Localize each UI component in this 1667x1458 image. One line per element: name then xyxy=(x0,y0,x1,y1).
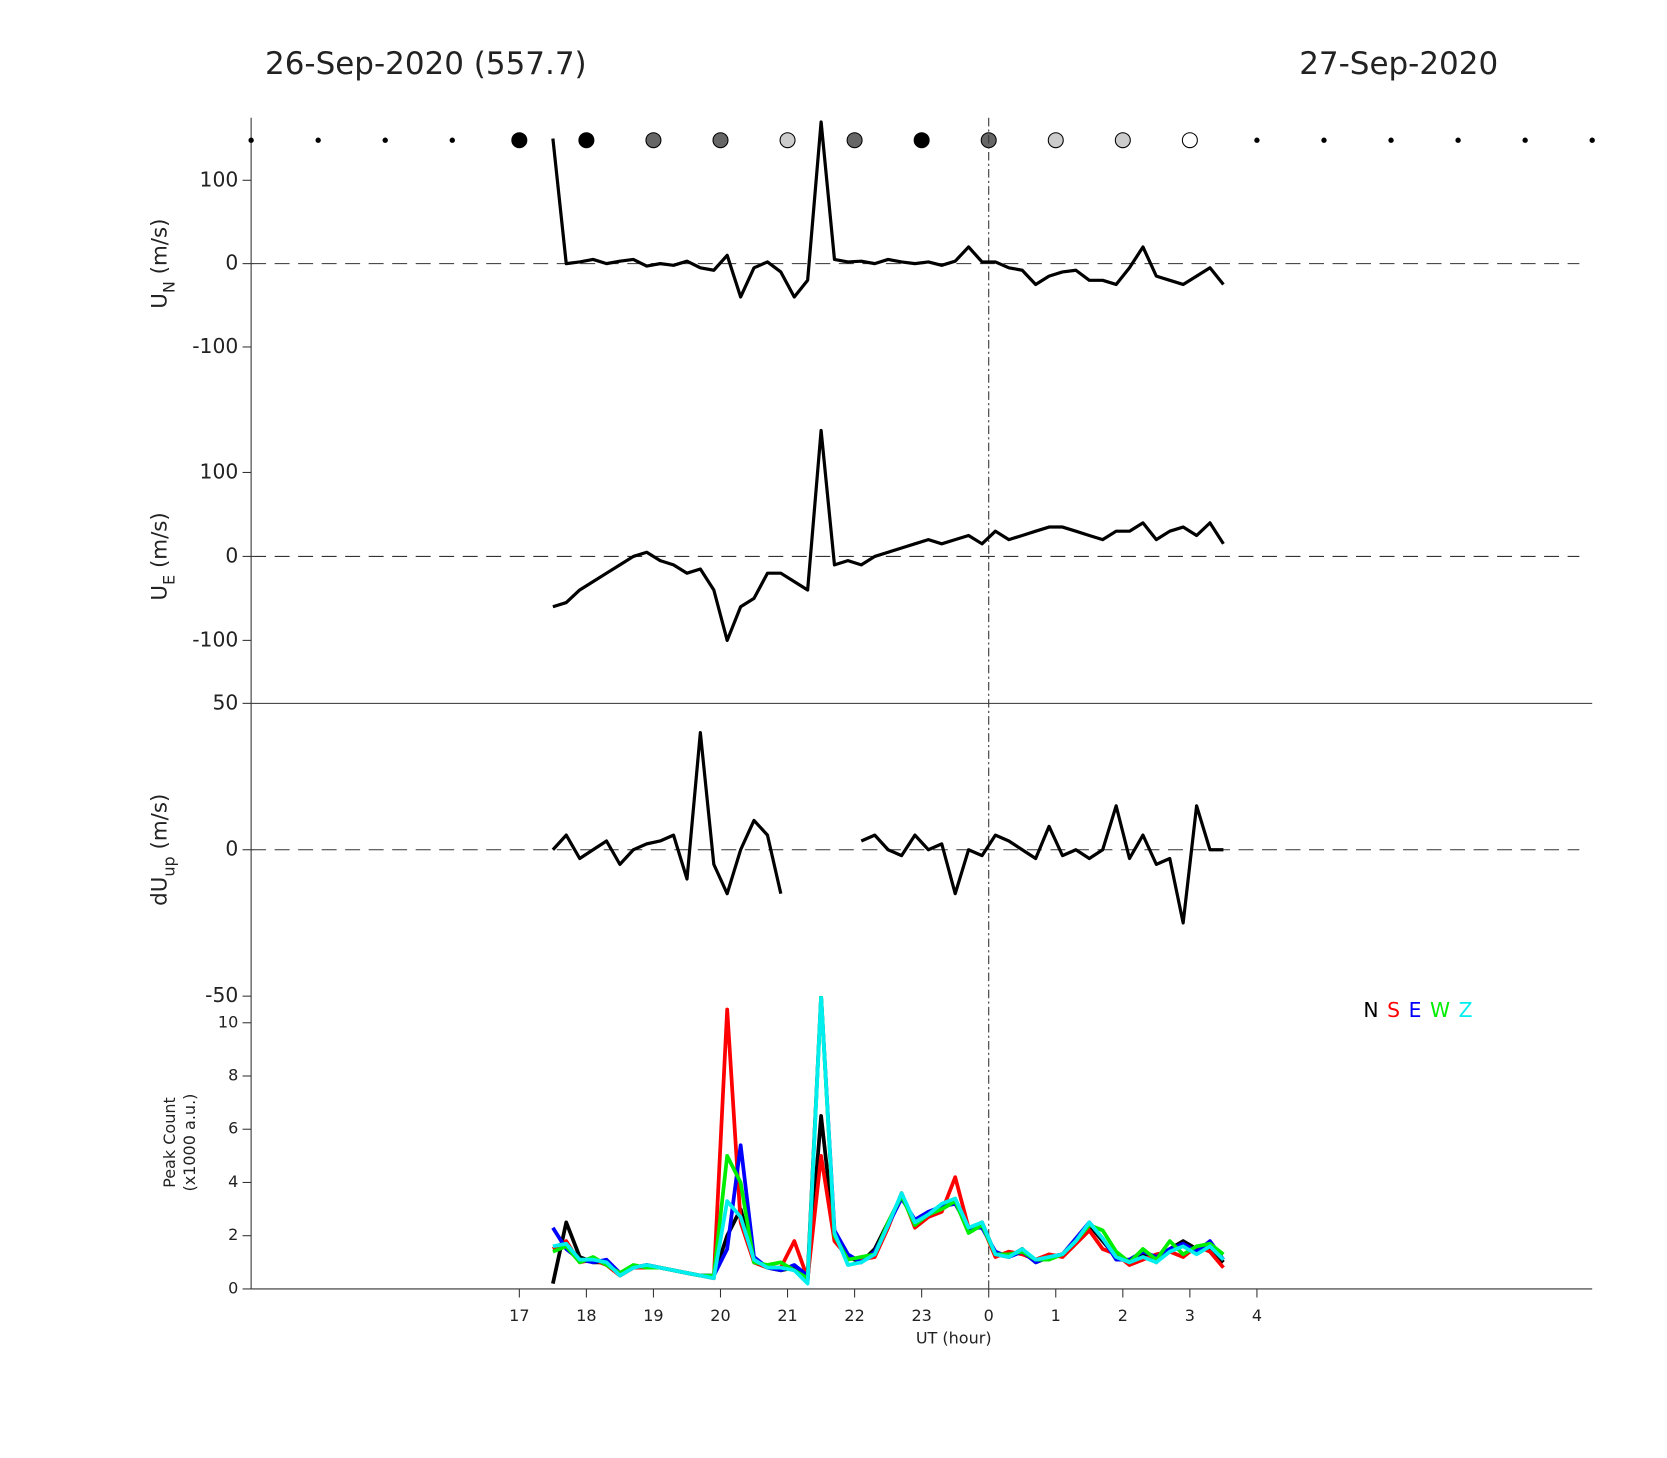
x-tick-label: 21 xyxy=(777,1306,797,1325)
y-tick-label: -50 xyxy=(205,983,238,1007)
y-axis-label: Peak Count(x1000 a.u.) xyxy=(159,1094,198,1192)
y-tick-label: 6 xyxy=(228,1119,238,1138)
data-line xyxy=(551,731,1224,925)
sky-dot xyxy=(1047,132,1064,149)
x-tick-label: 2 xyxy=(1118,1306,1128,1325)
y-label-unit: (m/s) xyxy=(147,794,172,857)
y-label-main: U xyxy=(147,293,172,309)
sky-dot xyxy=(248,137,254,143)
x-tick-label: 23 xyxy=(911,1306,931,1325)
series-group xyxy=(551,996,1225,1286)
x-tick-label: 22 xyxy=(844,1306,864,1325)
data-line xyxy=(552,996,1225,1286)
y-tick-label: 0 xyxy=(225,837,238,861)
data-line xyxy=(552,428,1225,643)
right-title: 27-Sep-2020 xyxy=(1299,46,1498,82)
sky-dot xyxy=(1388,137,1394,143)
y-label-unit: (x1000 a.u.) xyxy=(180,1094,199,1192)
y-tick-label: 4 xyxy=(228,1172,238,1191)
legend-entry: Z xyxy=(1459,998,1473,1022)
y-axis-label: UE (m/s) xyxy=(147,512,178,600)
sky-dot xyxy=(578,132,595,149)
sky-dot xyxy=(1254,137,1260,143)
y-tick-label: -100 xyxy=(192,627,238,651)
sky-dot xyxy=(712,132,729,149)
y-label-sub: up xyxy=(159,856,178,876)
y-label-unit: (m/s) xyxy=(147,219,172,282)
y-tick-label: 10 xyxy=(218,1012,238,1031)
x-tick-label: 19 xyxy=(643,1306,663,1325)
y-label-sub: N xyxy=(159,281,178,293)
legend-entry: S xyxy=(1387,998,1400,1022)
y-label-unit: (m/s) xyxy=(147,512,172,575)
data-line xyxy=(551,120,1225,299)
y-tick-label: 0 xyxy=(228,1278,238,1297)
sky-dot xyxy=(382,137,388,143)
y-tick-label: 50 xyxy=(212,690,238,714)
sky-dot xyxy=(1114,132,1131,149)
sky-dot xyxy=(1181,132,1198,149)
y-tick-label: 0 xyxy=(225,543,238,567)
sky-dot xyxy=(315,137,321,143)
data-line xyxy=(552,996,1225,1281)
x-tick-label: 3 xyxy=(1185,1306,1195,1325)
y-label-main: Peak Count xyxy=(159,1097,178,1188)
series-group xyxy=(552,428,1225,643)
sky-dot xyxy=(1321,137,1327,143)
y-tick-label: 2 xyxy=(228,1225,238,1244)
y-axis-label: dUup (m/s) xyxy=(147,794,178,906)
y-tick-label: 100 xyxy=(200,459,239,483)
left-title: 26-Sep-2020 (557.7) xyxy=(265,46,587,82)
y-label-sub: E xyxy=(159,575,178,585)
sky-dot xyxy=(1455,137,1461,143)
series-group xyxy=(551,731,1224,925)
series-group xyxy=(551,120,1225,299)
x-tick-label: 0 xyxy=(984,1306,994,1325)
y-label-main: dU xyxy=(147,877,172,906)
y-tick-label: 0 xyxy=(225,251,238,275)
sky-dot xyxy=(913,132,930,149)
data-line xyxy=(551,996,1225,1278)
y-axis-label: UN (m/s) xyxy=(147,219,178,309)
sky-dot xyxy=(1522,137,1528,143)
x-tick-label: 17 xyxy=(509,1306,529,1325)
legend-entry: E xyxy=(1409,998,1422,1022)
sky-dot xyxy=(511,132,528,149)
legend-entry: N xyxy=(1363,998,1378,1022)
x-tick-label: 20 xyxy=(710,1306,730,1325)
legend-entry: W xyxy=(1430,998,1450,1022)
y-tick-label: 8 xyxy=(228,1066,238,1085)
x-tick-label: 4 xyxy=(1252,1306,1262,1325)
y-tick-label: 100 xyxy=(200,167,239,191)
y-label-main: U xyxy=(147,585,172,601)
y-tick-label: -100 xyxy=(192,334,238,358)
x-axis-label: UT (hour) xyxy=(916,1329,992,1348)
sky-dot xyxy=(846,132,863,149)
sky-dot xyxy=(645,132,662,149)
sky-dot xyxy=(1589,137,1595,143)
sky-dot xyxy=(779,132,796,149)
x-tick-label: 18 xyxy=(576,1306,596,1325)
data-line xyxy=(551,1007,1225,1281)
sky-dot xyxy=(449,137,455,143)
x-tick-label: 1 xyxy=(1051,1306,1061,1325)
